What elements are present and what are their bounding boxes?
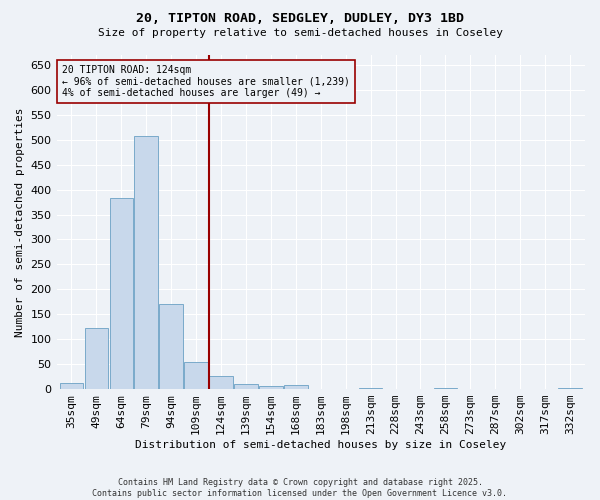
Y-axis label: Number of semi-detached properties: Number of semi-detached properties (15, 108, 25, 337)
Bar (184, 362, 208, 389)
Bar (259, 386, 283, 389)
Bar (134, 136, 158, 389)
Text: Size of property relative to semi-detached houses in Coseley: Size of property relative to semi-detach… (97, 28, 503, 38)
Bar (234, 384, 258, 389)
Text: 20 TIPTON ROAD: 124sqm
← 96% of semi-detached houses are smaller (1,239)
4% of s: 20 TIPTON ROAD: 124sqm ← 96% of semi-det… (62, 65, 350, 98)
X-axis label: Distribution of semi-detached houses by size in Coseley: Distribution of semi-detached houses by … (135, 440, 506, 450)
Text: 20, TIPTON ROAD, SEDGLEY, DUDLEY, DY3 1BD: 20, TIPTON ROAD, SEDGLEY, DUDLEY, DY3 1B… (136, 12, 464, 26)
Bar (359, 388, 382, 389)
Bar (284, 385, 308, 389)
Bar (85, 328, 108, 389)
Bar (558, 388, 582, 389)
Text: Contains HM Land Registry data © Crown copyright and database right 2025.
Contai: Contains HM Land Registry data © Crown c… (92, 478, 508, 498)
Bar (110, 198, 133, 389)
Bar (59, 383, 83, 389)
Bar (209, 376, 233, 389)
Bar (434, 388, 457, 389)
Bar (160, 304, 183, 389)
